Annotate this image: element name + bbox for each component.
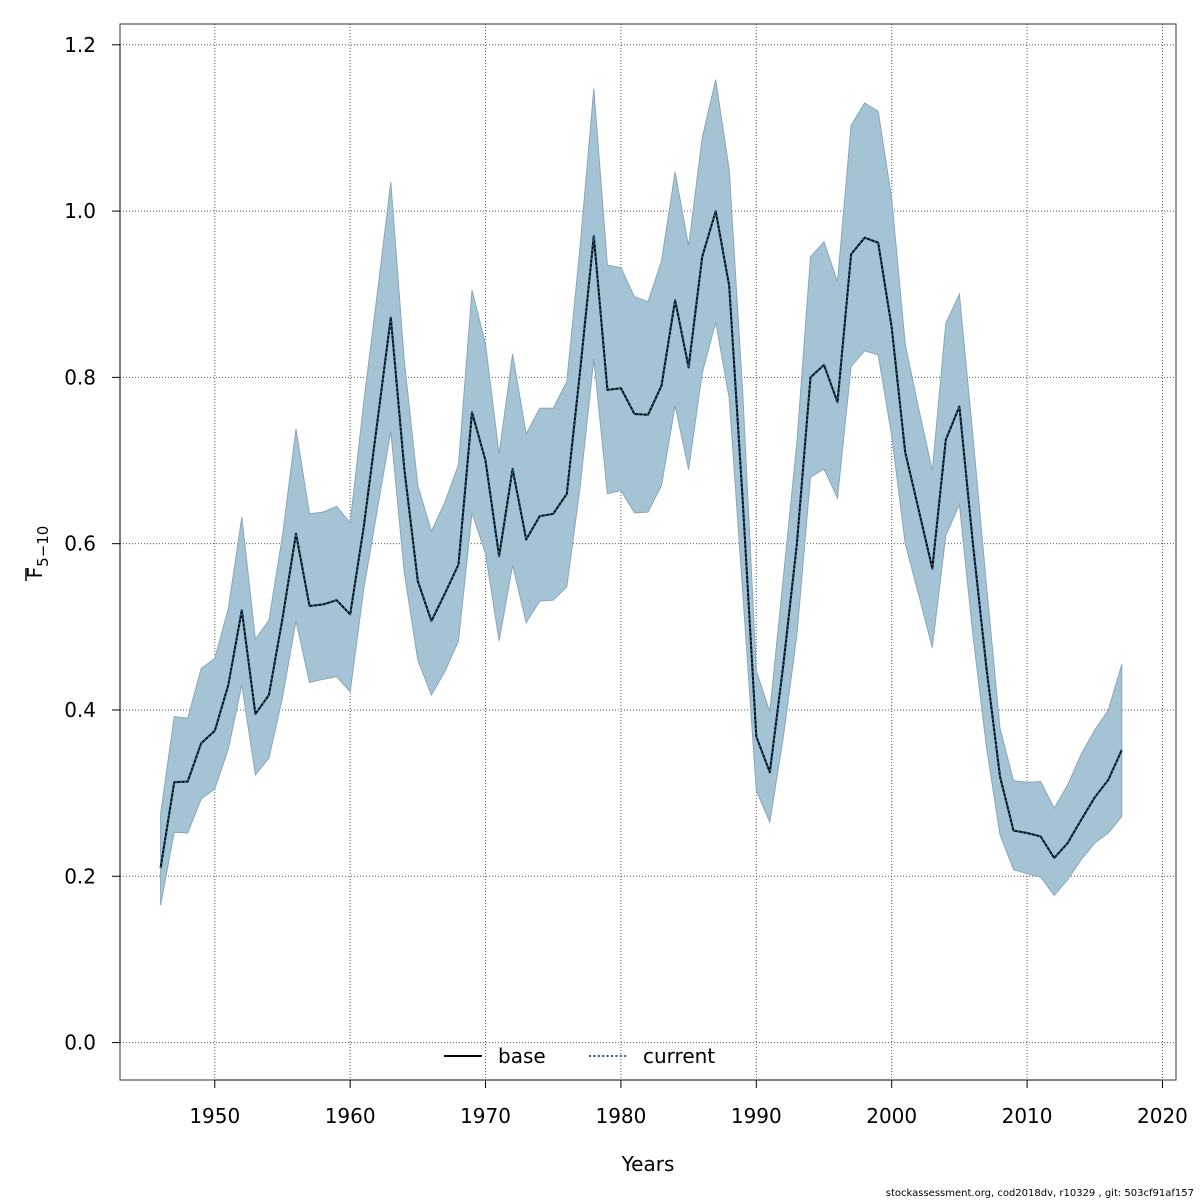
legend-base-label: base: [498, 1044, 546, 1068]
plot-frame: [119, 23, 1177, 1081]
y-axis-title: F5−10: [23, 526, 52, 581]
svg-text:F5−10: F5−10: [23, 526, 52, 579]
y-axis: 0.0 0.2 0.4 0.6 0.8 1.0 1.2: [64, 33, 121, 1055]
y-tick-label: 0.0: [64, 1031, 96, 1055]
series-line-current: [159, 210, 1123, 869]
x-tick-label: 2010: [1002, 1104, 1053, 1128]
x-axis: 1950 1960 1970 1980 1990 2000 2010 2020: [189, 1079, 1188, 1128]
x-tick-label: 1950: [189, 1104, 240, 1128]
y-tick-label: 1.0: [64, 199, 96, 223]
y-tick-label: 1.2: [64, 33, 96, 57]
legend-current-label: current: [643, 1044, 715, 1068]
legend: base current: [444, 1044, 715, 1068]
x-tick-label: 2000: [866, 1104, 917, 1128]
y-tick-label: 0.4: [64, 698, 96, 722]
x-tick-label: 2020: [1137, 1104, 1188, 1128]
footer-credit: stockassessment.org, cod2018dv, r10329 ,…: [886, 1188, 1194, 1199]
series-lines: [159, 210, 1123, 869]
y-tick-label: 0.2: [64, 864, 96, 888]
grid: [120, 24, 1176, 1080]
x-tick-label: 1980: [595, 1104, 646, 1128]
y-tick-label: 0.6: [64, 532, 96, 556]
y-axis-title-subscript: 5−10: [34, 526, 52, 567]
x-tick-label: 1970: [460, 1104, 511, 1128]
x-axis-title: Years: [621, 1152, 675, 1176]
confidence-band: [160, 79, 1123, 906]
y-tick-label: 0.8: [64, 365, 96, 389]
x-tick-label: 1960: [325, 1104, 376, 1128]
y-axis-title-main: F: [23, 567, 47, 579]
x-tick-label: 1990: [731, 1104, 782, 1128]
